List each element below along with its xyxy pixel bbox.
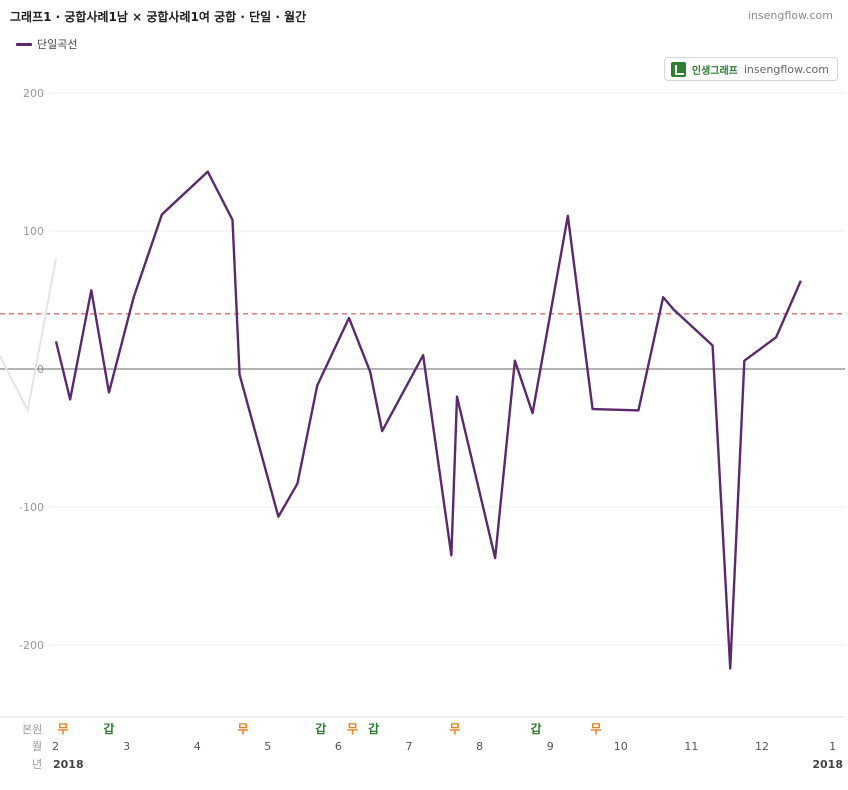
month-label: 3	[123, 740, 130, 753]
marker-label: 무	[238, 722, 249, 736]
marker-label: 갑	[531, 722, 542, 736]
brand-badge[interactable]: 인생그래프 insengflow.com	[663, 57, 838, 81]
month-label: 6	[335, 740, 342, 753]
marker-label: 갑	[368, 722, 379, 736]
faded-series-line	[0, 258, 57, 414]
month-label: 12	[755, 740, 769, 753]
site-link[interactable]: insengflow.com	[747, 9, 833, 22]
chart-title: 그래프1 · 궁합사례1남 × 궁합사례1여 궁합 · 단일 · 월간	[10, 10, 307, 24]
year-row-label: 년	[32, 758, 42, 771]
month-label: 4	[194, 740, 201, 753]
badge-brand: 인생그래프	[691, 65, 738, 77]
legend-label: 단일곡선	[37, 38, 78, 51]
marker-row-label: 본원	[22, 723, 42, 736]
month-row-label: 월	[32, 740, 42, 753]
legend[interactable]: 단일곡선	[16, 36, 77, 52]
year-label-left: 2018	[53, 758, 84, 771]
marker-label: 무	[58, 722, 69, 736]
series-line	[54, 170, 802, 670]
month-label: 10	[614, 740, 628, 753]
y-tick-label: 100	[23, 225, 44, 238]
marker-label: 무	[347, 722, 358, 736]
month-label: 5	[264, 740, 271, 753]
marker-label: 무	[591, 722, 602, 736]
y-tick-label: -100	[19, 501, 44, 514]
badge-url: insengflow.com	[743, 62, 829, 76]
month-label: 1	[829, 740, 836, 753]
month-label: 2	[52, 740, 59, 753]
year-label-right: 2018	[812, 758, 843, 771]
chart-logo-icon	[670, 61, 686, 77]
marker-label: 갑	[103, 722, 114, 736]
legend-swatch	[16, 42, 32, 46]
month-label: 7	[406, 740, 413, 753]
month-label: 11	[684, 740, 698, 753]
marker-label: 갑	[315, 722, 326, 736]
month-label: 8	[476, 740, 483, 753]
y-tick-label: -200	[19, 639, 44, 652]
month-label: 9	[547, 740, 554, 753]
y-tick-label: 200	[23, 87, 44, 100]
marker-label: 무	[449, 722, 460, 736]
